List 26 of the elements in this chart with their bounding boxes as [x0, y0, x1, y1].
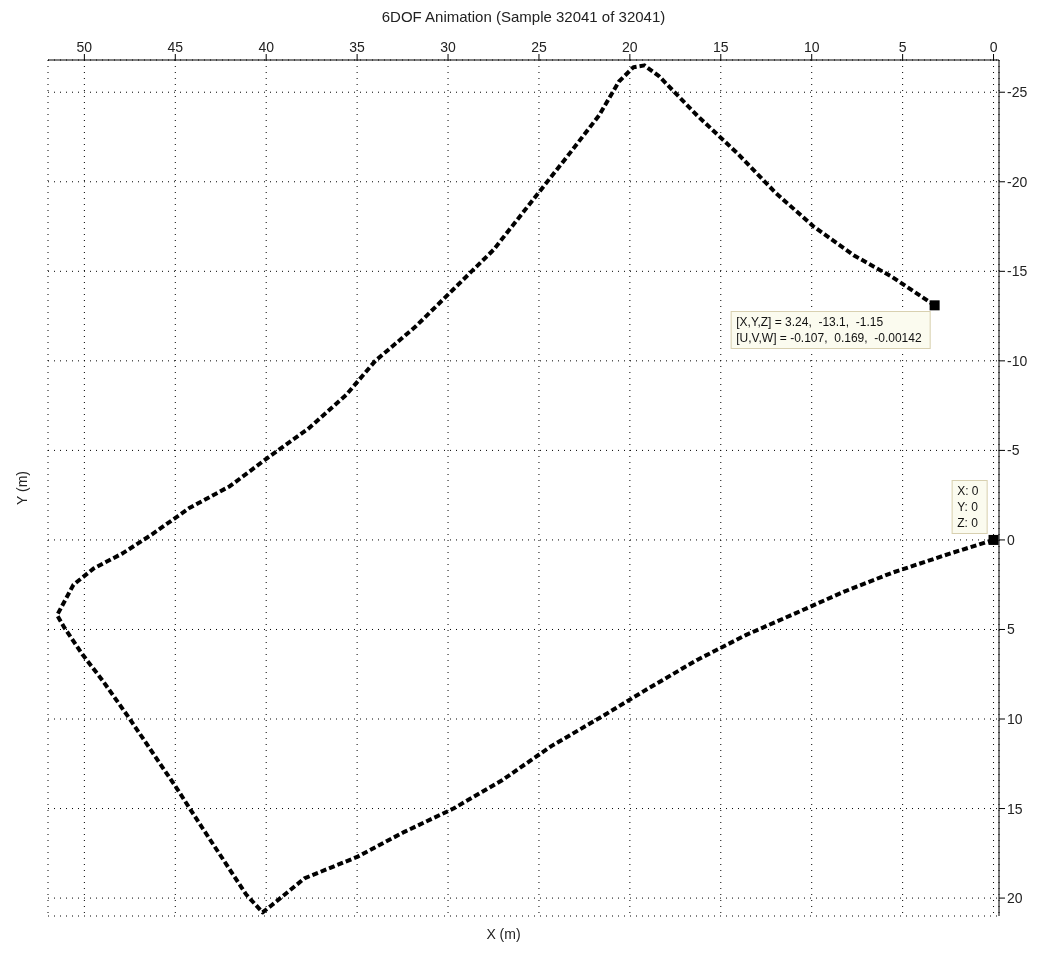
y-tick-label: -15: [1007, 263, 1028, 280]
x-tick-label: 35: [349, 39, 366, 55]
x-tick-label: 5: [898, 39, 907, 55]
annotation: [X,Y,Z] = 3.24, -13.1, -1.15 [U,V,W] = -0.107, 0.169, -0.00142: [736, 314, 922, 347]
y-tick-label: 0: [1007, 531, 1015, 548]
chart-title: 6DOF Animation (Sample 32041 of 32041): [380, 8, 667, 26]
y-tick-label: -10: [1007, 352, 1028, 369]
x-tick-label: 20: [622, 39, 638, 55]
x-tick-label: 40: [258, 39, 275, 55]
y-tick-label: -5: [1007, 442, 1020, 459]
y-tick-label: 5: [1007, 621, 1015, 638]
x-tick-label: 25: [531, 39, 547, 55]
x-axis-title: X (m): [485, 926, 522, 942]
y-tick-label: -20: [1007, 173, 1028, 190]
x-tick-label: 45: [167, 39, 184, 55]
annotation: X: 0 Y: 0 Z: 0: [957, 482, 979, 531]
y-tick-label: 20: [1007, 890, 1023, 907]
x-tick-label: 10: [803, 39, 820, 55]
y-tick-label: 10: [1007, 710, 1023, 727]
x-tick-label: 15: [713, 39, 729, 55]
y-tick-label: -25: [1007, 84, 1028, 101]
x-tick-label: 0: [989, 39, 998, 55]
y-axis-title: Y (m): [14, 471, 30, 505]
x-tick-label: 50: [76, 39, 93, 55]
x-tick-label: 30: [440, 39, 457, 55]
y-tick-label: 15: [1007, 800, 1023, 817]
